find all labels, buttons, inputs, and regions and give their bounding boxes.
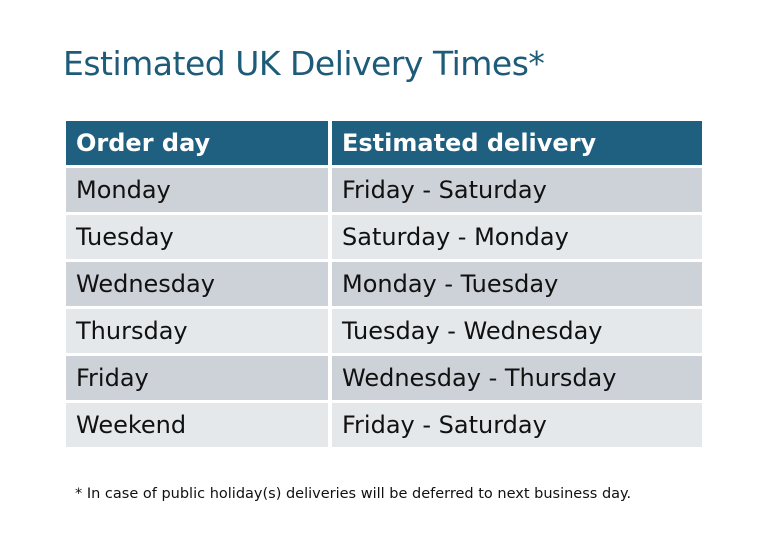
header-order-day: Order day: [66, 121, 328, 165]
table-row: Thursday Tuesday - Wednesday: [66, 309, 702, 353]
order-day-cell: Monday: [66, 168, 328, 212]
order-day-cell: Tuesday: [66, 215, 328, 259]
table-row: Weekend Friday - Saturday: [66, 403, 702, 447]
delivery-cell: Saturday - Monday: [332, 215, 702, 259]
table-row: Wednesday Monday - Tuesday: [66, 262, 702, 306]
delivery-cell: Wednesday - Thursday: [332, 356, 702, 400]
page-title: Estimated UK Delivery Times*: [63, 44, 545, 83]
table-row: Friday Wednesday - Thursday: [66, 356, 702, 400]
delivery-cell: Tuesday - Wednesday: [332, 309, 702, 353]
order-day-cell: Thursday: [66, 309, 328, 353]
table-row: Tuesday Saturday - Monday: [66, 215, 702, 259]
delivery-cell: Monday - Tuesday: [332, 262, 702, 306]
table-header: Order day Estimated delivery: [66, 121, 702, 165]
delivery-cell: Friday - Saturday: [332, 403, 702, 447]
order-day-cell: Wednesday: [66, 262, 328, 306]
delivery-table: Order day Estimated delivery Monday Frida…: [62, 118, 706, 450]
order-day-cell: Weekend: [66, 403, 328, 447]
delivery-cell: Friday - Saturday: [332, 168, 702, 212]
footnote: * In case of public holiday(s) deliverie…: [75, 486, 632, 502]
order-day-cell: Friday: [66, 356, 328, 400]
header-estimated-delivery: Estimated delivery: [332, 121, 702, 165]
table-row: Monday Friday - Saturday: [66, 168, 702, 212]
